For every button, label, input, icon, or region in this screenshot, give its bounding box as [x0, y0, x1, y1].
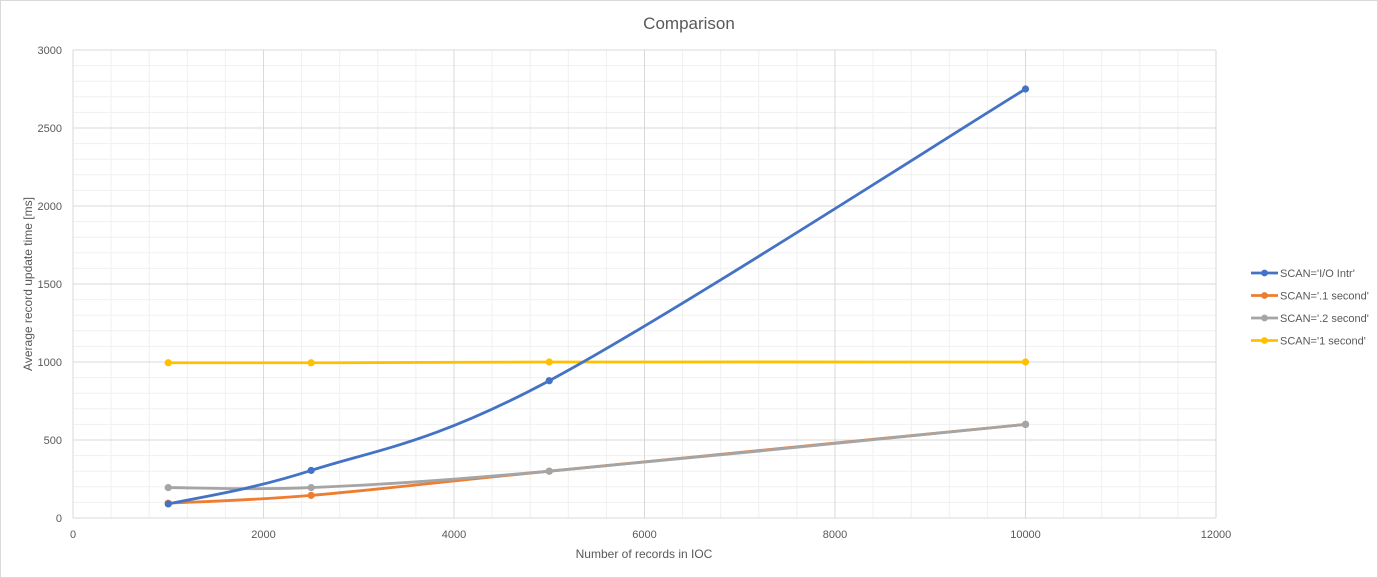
- data-point: [1021, 85, 1030, 93]
- x-tick-label: 10000: [1010, 529, 1041, 541]
- series-line: [166, 87, 1027, 506]
- x-tick-label: 6000: [632, 529, 656, 541]
- x-tick-label: 12000: [1201, 529, 1232, 541]
- legend-swatch-marker: [1261, 269, 1268, 277]
- x-tick-label: 0: [70, 529, 76, 541]
- legend-label: SCAN='I/O Intr': [1280, 268, 1355, 280]
- x-tick-label: 4000: [442, 529, 466, 541]
- legend-swatch-marker: [1261, 314, 1268, 322]
- data-point: [164, 359, 172, 367]
- series-3: [164, 358, 1030, 367]
- data-point: [1021, 420, 1030, 428]
- y-tick-label: 500: [44, 435, 62, 447]
- y-tick-label: 1500: [38, 279, 62, 291]
- legend: SCAN='I/O Intr' SCAN='.1 second' SCAN='.2 …: [1251, 268, 1369, 348]
- legend-label: SCAN='1 second': [1280, 336, 1366, 348]
- data-point: [307, 483, 315, 492]
- series-layer: [164, 85, 1030, 508]
- data-point: [307, 491, 315, 499]
- data-point: [164, 500, 172, 508]
- x-tick-label: 2000: [251, 529, 275, 541]
- data-point: [545, 467, 553, 475]
- legend-item: SCAN='I/O Intr': [1251, 268, 1355, 280]
- y-tick-label: 3000: [38, 45, 62, 57]
- legend-item: SCAN='.1 second': [1251, 291, 1369, 303]
- y-tick-label: 1000: [38, 357, 62, 369]
- data-point: [545, 377, 553, 385]
- y-tick-label: 2500: [38, 123, 62, 135]
- y-tick-label: 2000: [38, 201, 62, 213]
- data-point: [1021, 358, 1030, 366]
- x-axis-ticks: 0 2000 4000 6000 8000 10000 12000: [70, 529, 1231, 541]
- data-point: [545, 358, 553, 366]
- legend-label: SCAN='.1 second': [1280, 291, 1369, 303]
- x-tick-label: 8000: [823, 529, 847, 541]
- series-line: [166, 423, 1027, 491]
- data-point: [307, 359, 315, 367]
- data-point: [164, 483, 172, 492]
- chart-title: Comparison: [643, 14, 735, 33]
- legend-swatch-marker: [1261, 292, 1268, 299]
- series-1: [164, 420, 1030, 507]
- x-axis-title: Number of records in IOC: [576, 547, 713, 561]
- major-gridlines: [72, 49, 1217, 519]
- legend-item: SCAN='.2 second': [1251, 313, 1369, 325]
- legend-item: SCAN='1 second': [1251, 336, 1366, 348]
- series-2: [164, 420, 1030, 492]
- series-0: [164, 85, 1030, 508]
- y-tick-label: 0: [56, 513, 62, 525]
- data-point: [307, 466, 315, 475]
- y-axis-ticks: 0 500 1000 1500 2000 2500 3000: [38, 45, 62, 525]
- y-axis-title: Average record update time [ms]: [21, 197, 35, 371]
- legend-label: SCAN='.2 second': [1280, 313, 1369, 325]
- legend-swatch-marker: [1261, 337, 1268, 344]
- series-line: [166, 360, 1027, 365]
